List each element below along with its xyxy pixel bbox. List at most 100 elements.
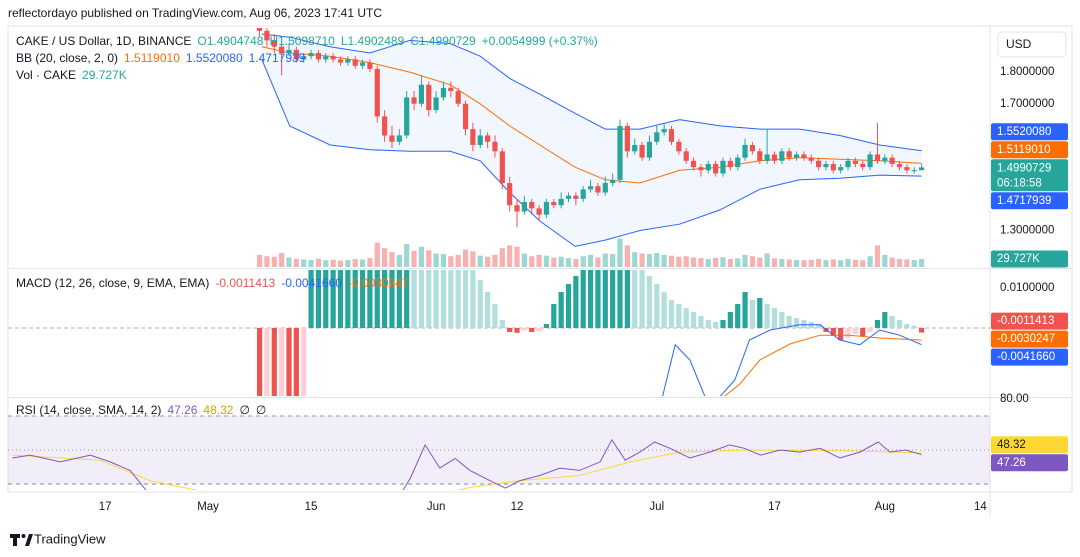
candle-body: [396, 135, 402, 142]
macd-histogram-bar: [646, 276, 653, 328]
volume-bar: [256, 254, 263, 267]
candle-body: [661, 129, 667, 133]
macd-histogram-bar: [455, 270, 461, 328]
candle-body: [896, 163, 903, 168]
volume-bar: [874, 245, 881, 267]
volume-bar: [389, 252, 395, 267]
volume-bar: [683, 256, 689, 267]
macd-histogram-bar: [308, 270, 314, 328]
volume-bar: [411, 250, 417, 267]
macd-histogram-bar: [801, 320, 807, 328]
candle-body: [595, 186, 601, 193]
candle-body: [646, 141, 653, 158]
macd-histogram-bar: [279, 328, 285, 396]
volume-bar: [323, 260, 329, 267]
price-tag-label: 47.26: [997, 457, 1026, 469]
macd-histogram-bar: [845, 328, 851, 338]
macd-histogram-bar: [823, 328, 829, 332]
volume-bar: [735, 258, 741, 267]
y-tick-label: 80.00: [1000, 393, 1029, 405]
macd-line: [662, 324, 922, 396]
x-tick-label: 12: [511, 501, 524, 513]
macd-histogram-bar: [896, 320, 903, 328]
macd-histogram-bar: [573, 276, 579, 328]
candle-body: [786, 151, 792, 158]
currency-button[interactable]: [997, 31, 1067, 58]
volume-bar: [808, 259, 814, 267]
candle-body: [337, 59, 344, 63]
volume-bar: [896, 258, 903, 267]
candle-body: [580, 189, 586, 199]
volume-bar: [882, 254, 888, 267]
volume-bar: [426, 250, 432, 267]
volume-bar: [536, 254, 542, 267]
candle-body: [264, 30, 270, 41]
candle-body: [867, 154, 873, 168]
volume-bar: [705, 258, 711, 267]
price-tag: [991, 123, 1068, 141]
legend-item: RSI (14, close, SMA, 14, 2): [16, 403, 161, 417]
candle-body: [374, 68, 380, 117]
macd-histogram-bar: [602, 270, 608, 328]
macd-histogram-bar: [330, 270, 336, 328]
volume-bar: [404, 244, 410, 267]
candle-body: [904, 167, 910, 171]
countdown-label: 06:18:58: [997, 177, 1042, 189]
brand-name: TradingView: [34, 531, 106, 546]
volume-bar: [514, 246, 520, 267]
legend-item: O1.4904748: [197, 34, 263, 48]
macd-histogram-bar: [352, 270, 358, 328]
macd-histogram-bar: [477, 280, 483, 328]
candle-body: [315, 53, 322, 60]
legend-item: -0.0030247: [348, 276, 409, 290]
macd-histogram-bar: [440, 270, 447, 328]
macd-histogram-bar: [462, 270, 469, 328]
legend-item: 29.727K: [82, 68, 127, 82]
volume-bar: [580, 256, 586, 267]
volume-bar: [860, 260, 866, 267]
macd-histogram-bar: [654, 284, 660, 328]
legend-item: -0.0011413: [215, 276, 275, 290]
macd-histogram-bar: [705, 320, 711, 328]
price-tag: [991, 141, 1068, 159]
price-tag: [991, 159, 1068, 192]
candle-body: [367, 62, 373, 69]
macd-histogram-bar: [323, 270, 329, 328]
volume-bar: [786, 259, 792, 267]
legend-item: BB (20, close, 2, 0): [16, 51, 118, 65]
volume-bar: [367, 258, 373, 267]
candle-body: [573, 195, 579, 199]
volume-bar: [264, 256, 270, 267]
volume-bar: [668, 255, 675, 267]
candle-body: [359, 62, 366, 66]
candle-body: [874, 154, 881, 161]
candle-body: [757, 151, 763, 161]
macd-histogram-bar: [668, 300, 675, 328]
price-tag-label: 48.32: [997, 439, 1026, 451]
volume-bar: [418, 246, 424, 267]
candle-body: [654, 132, 660, 142]
legend-item: -0.0041660: [281, 276, 342, 290]
candle-body: [624, 125, 630, 152]
macd-histogram-bar: [779, 312, 785, 328]
volume-bar: [308, 259, 314, 267]
macd-histogram-bar: [587, 270, 594, 328]
legend-item: 1.5119010: [124, 51, 180, 65]
volume-bar: [867, 256, 873, 267]
volume-bar: [698, 258, 704, 267]
y-tick-label: 1.3000000: [1000, 225, 1054, 237]
candle-body: [742, 144, 748, 158]
price-tag-label: 1.5520080: [997, 126, 1051, 138]
currency-label[interactable]: USD: [1006, 37, 1032, 51]
candle-body: [698, 167, 704, 171]
macd-histogram-bar: [514, 328, 520, 333]
macd-histogram-bar: [301, 328, 307, 396]
volume-bar: [507, 245, 513, 267]
candle-body: [271, 40, 277, 47]
volume-bar: [654, 252, 660, 267]
volume-bar: [661, 254, 667, 267]
volume-bar: [852, 259, 858, 267]
candle-body: [720, 160, 726, 174]
x-tick-label: 17: [768, 501, 781, 513]
price-tag: [991, 330, 1068, 348]
